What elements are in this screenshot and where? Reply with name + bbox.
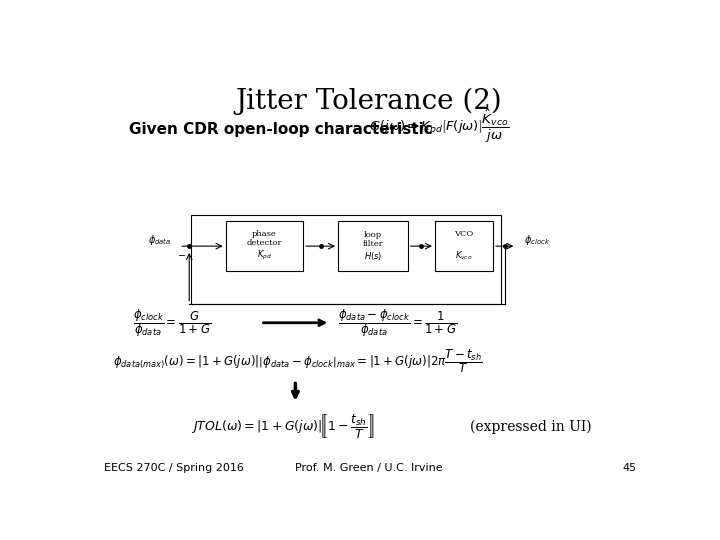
Text: EECS 270C / Spring 2016: EECS 270C / Spring 2016 [104,463,244,473]
Text: $\dfrac{\phi_{clock}}{\phi_{data}}=\dfrac{G}{1+G}$: $\dfrac{\phi_{clock}}{\phi_{data}}=\dfra… [132,307,211,339]
Text: 45: 45 [622,463,636,473]
Text: $-$: $-$ [177,249,186,259]
Text: Given CDR open-loop characteristic: Given CDR open-loop characteristic [129,122,433,137]
Text: $\phi_{data}$: $\phi_{data}$ [148,233,171,247]
Bar [191,215,500,303]
Text: phase
detector
$K_{pd}$: phase detector $K_{pd}$ [247,230,282,262]
Text: Prof. M. Green / U.C. Irvine: Prof. M. Green / U.C. Irvine [295,463,443,473]
Bar [435,221,493,271]
Text: loop
filter
$H(s)$: loop filter $H(s)$ [362,231,383,262]
Text: (expressed in UI): (expressed in UI) [469,420,591,434]
Text: VCO

$K_{vco}$: VCO $K_{vco}$ [454,231,474,262]
Text: $\dfrac{\phi_{data}-\phi_{clock}}{\phi_{data}}=\dfrac{1}{1+G}$: $\dfrac{\phi_{data}-\phi_{clock}}{\phi_{… [338,307,457,339]
Text: Jitter Tolerance (2): Jitter Tolerance (2) [235,87,503,115]
Bar [225,221,303,271]
Bar [338,221,408,271]
Text: $\phi_{data(max)}(\omega)=\left|1+G(j\omega)\right|\left|\phi_{data}-\phi_{clock: $\phi_{data(max)}(\omega)=\left|1+G(j\om… [113,347,483,375]
Text: $\phi_{clock}$: $\phi_{clock}$ [524,233,550,247]
Text: $G(j\omega)=K_{pd}\left[F(j\omega)\right]\dfrac{\hat{K}_{vco}}{j\omega}$: $G(j\omega)=K_{pd}\left[F(j\omega)\right… [369,107,509,145]
Text: $JTOL(\omega)=\left|1+G(j\omega)\right|\!\left[\!\!\left[1-\dfrac{t_{sh}}{T}\rig: $JTOL(\omega)=\left|1+G(j\omega)\right|\… [191,413,374,441]
